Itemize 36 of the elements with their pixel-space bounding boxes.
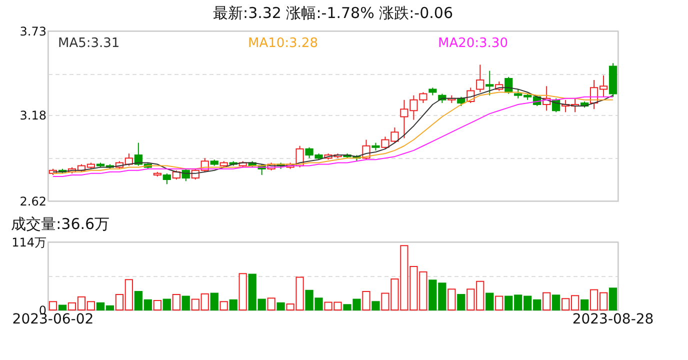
bar (608, 288, 618, 310)
bar (276, 302, 285, 310)
bar (542, 292, 551, 310)
bar (238, 273, 247, 310)
candlestick (486, 70, 494, 96)
text: MA20:3.30 (438, 36, 508, 51)
y-tick-label: 3.73 (20, 24, 46, 38)
bar (580, 299, 589, 310)
y-tick-label: 114万 (12, 236, 46, 250)
chart-title: 成交量:36.6万 (11, 215, 110, 233)
candlestick (162, 172, 171, 185)
bar (457, 294, 466, 310)
x-tick-label: 2023-08-28 (572, 312, 654, 328)
bar (267, 298, 276, 310)
bar (448, 288, 456, 310)
bar (372, 301, 380, 310)
bar (172, 294, 180, 310)
x-tick-label: 2023-06-02 (12, 312, 94, 328)
bar (210, 292, 218, 310)
bar (162, 298, 171, 310)
bar (220, 301, 228, 310)
bar (495, 296, 504, 310)
candlestick (476, 64, 484, 93)
bar (182, 296, 190, 310)
bar (48, 301, 58, 310)
bar (486, 292, 494, 310)
bar (153, 300, 162, 310)
bar (229, 299, 238, 310)
text: MA5:3.31 (58, 36, 120, 51)
y-tick-label: 3.18 (20, 108, 46, 123)
bar (58, 304, 67, 310)
chart-title: 最新:3.32 涨幅:-1.78% 涨跌:-0.06 (213, 4, 453, 22)
text: MA10:3.28 (248, 36, 318, 51)
bar (362, 291, 370, 310)
y-tick-label: 2.62 (20, 194, 46, 208)
bar (552, 294, 560, 310)
